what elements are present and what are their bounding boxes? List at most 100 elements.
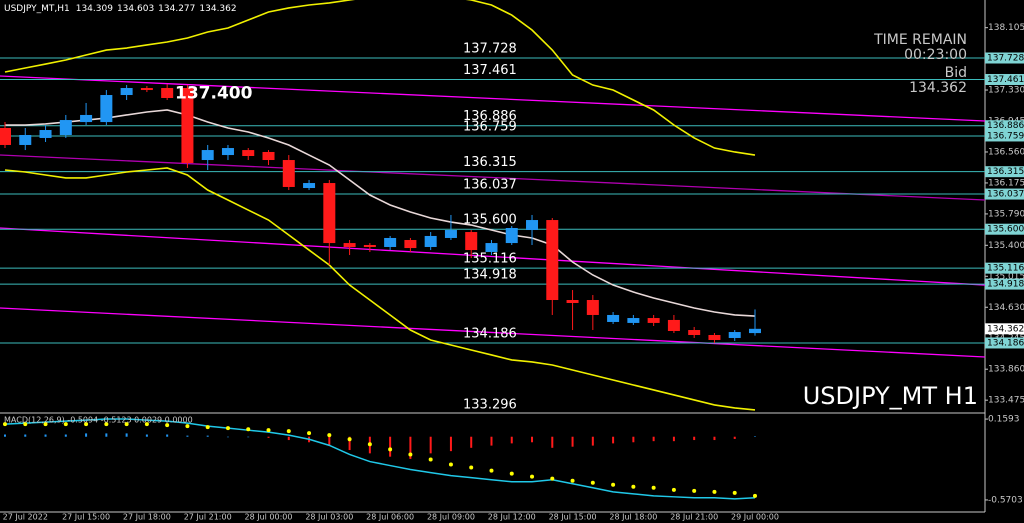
signal-dot <box>590 480 595 485</box>
macd-line <box>4 418 756 500</box>
candle-body <box>748 328 761 334</box>
signal-dot <box>3 422 7 427</box>
y-tick-label: 136.560 <box>988 147 1024 157</box>
macd-bar <box>571 436 574 447</box>
chart-title: USDJPY_MT H1 <box>803 382 978 410</box>
macd-bar <box>267 436 270 438</box>
signal-dot <box>104 422 109 427</box>
trendline <box>0 227 985 286</box>
signal-dot <box>266 428 271 433</box>
signal-dot <box>84 422 89 427</box>
x-tick-label: 28 Jul 03:00 <box>305 513 353 522</box>
macd-bar <box>105 433 108 437</box>
macd-bar <box>713 436 716 441</box>
bid-label: Bid <box>945 65 967 81</box>
candle-body <box>59 120 72 136</box>
axis-layer: 138.105137.715137.330136.945136.560136.1… <box>985 23 1024 505</box>
price-box-label: 134.362 <box>987 324 1024 334</box>
signal-dot <box>307 431 312 436</box>
candle-body <box>120 88 133 96</box>
level-box-label: 136.759 <box>987 131 1024 141</box>
macd-bar <box>429 436 432 454</box>
level-label: 134.918 <box>463 268 517 283</box>
macd-bar <box>186 435 189 437</box>
macd-bar <box>693 436 696 441</box>
x-tick-label: 28 Jul 12:00 <box>488 513 536 522</box>
signal-dot <box>225 426 230 431</box>
signal-dot <box>570 478 575 483</box>
signal-dot <box>367 442 372 447</box>
signal-dot <box>23 422 28 427</box>
signal-dot <box>448 462 453 467</box>
level-label: 136.759 <box>463 119 517 134</box>
y-tick-label: 133.475 <box>988 396 1024 406</box>
candle-body <box>0 128 11 145</box>
signal-dot <box>671 487 676 492</box>
macd-bar <box>510 436 513 444</box>
macd-bar <box>44 434 47 437</box>
level-label: 134.186 <box>463 326 517 341</box>
level-label: 136.037 <box>463 178 517 193</box>
macd-bar <box>145 434 148 437</box>
y-tick-label: 135.015 <box>988 272 1024 282</box>
signal-dot <box>144 422 149 427</box>
signal-dot <box>165 423 170 428</box>
level-box <box>985 52 1024 64</box>
level-box-label: 137.728 <box>987 54 1024 64</box>
candle-body <box>526 220 539 231</box>
candle-body <box>161 88 174 98</box>
macd-bar <box>490 436 493 446</box>
signal-dot <box>428 457 433 462</box>
level-box-label: 135.600 <box>987 225 1024 235</box>
trendline <box>0 154 985 201</box>
signal-dot <box>692 488 697 493</box>
level-box <box>985 73 1024 85</box>
macd-bar <box>125 433 128 437</box>
level-box-label: 136.037 <box>987 190 1024 200</box>
x-tick-label: 28 Jul 15:00 <box>549 513 597 522</box>
signal-dot <box>732 490 737 495</box>
candle-body <box>384 237 397 247</box>
candle-body <box>140 88 153 91</box>
level-box <box>985 166 1024 178</box>
candle-body <box>100 95 113 123</box>
overlay-line <box>4 0 756 156</box>
signal-dot <box>327 433 332 438</box>
bid-value: 134.362 <box>909 80 967 96</box>
candle-body <box>242 150 255 156</box>
symbol: USDJPY_MT,H1 <box>4 4 70 14</box>
candle-body <box>221 148 234 156</box>
macd-bar <box>4 434 6 437</box>
candle-body <box>181 88 194 163</box>
candle-body <box>607 314 620 322</box>
signal-dot <box>712 489 717 494</box>
macd-bar <box>247 436 250 438</box>
y-tick-label: 136.175 <box>988 178 1024 188</box>
macd-bar <box>226 436 229 438</box>
candle-body <box>201 150 214 161</box>
level-label: 136.886 <box>463 109 517 124</box>
macd-bar <box>591 436 594 446</box>
overlay-line <box>5 109 756 317</box>
macd-bar <box>166 434 169 437</box>
candle-body <box>546 220 559 301</box>
level-box-label: 137.461 <box>987 75 1024 85</box>
macd-bar <box>531 436 534 443</box>
signal-dot <box>408 452 413 457</box>
signal-dot <box>388 447 393 452</box>
signal-dot <box>124 422 129 427</box>
level-label: 137.461 <box>463 63 517 78</box>
header-open: 134.309 <box>76 4 113 14</box>
macd-bar <box>85 433 88 437</box>
signal-dot <box>246 427 251 432</box>
level-box <box>985 130 1024 142</box>
signal-dot <box>63 422 68 427</box>
candle-body <box>282 160 295 187</box>
level-box-label: 136.315 <box>987 167 1024 177</box>
macd-bar <box>470 436 473 448</box>
macd-bar <box>348 436 351 451</box>
candle-body <box>424 235 437 247</box>
candle-body <box>688 330 701 336</box>
signal-dot <box>469 465 474 470</box>
signal-dot <box>611 482 616 487</box>
